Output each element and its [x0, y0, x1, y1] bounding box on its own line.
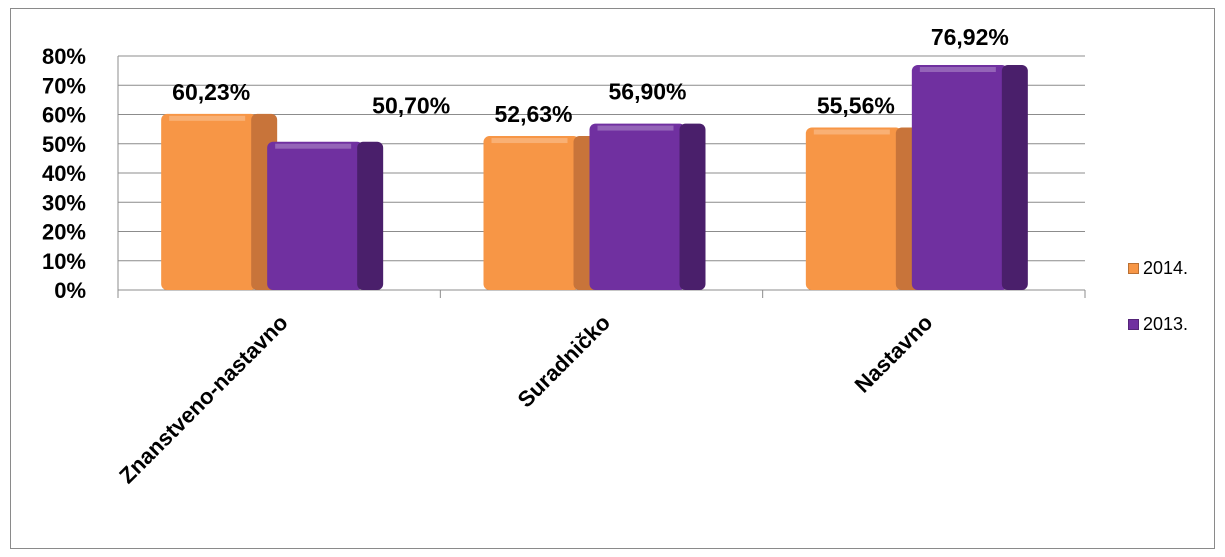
- y-tick-label: 40%: [42, 161, 86, 186]
- y-tick-label: 50%: [42, 132, 86, 157]
- y-tick-label: 20%: [42, 220, 86, 245]
- legend: 2014. 2013.: [1128, 256, 1188, 368]
- data-label: 55,56%: [817, 92, 895, 118]
- y-tick-label: 10%: [42, 249, 86, 274]
- bar-face: [805, 127, 902, 290]
- bar-highlight: [275, 143, 352, 149]
- y-tick-label: 80%: [42, 44, 86, 69]
- bar-face: [267, 141, 364, 290]
- legend-item-2014: 2014.: [1128, 256, 1188, 280]
- data-label: 60,23%: [172, 79, 250, 105]
- y-tick-label: 0%: [54, 278, 86, 303]
- bar-side: [357, 141, 384, 290]
- bar-face: [911, 65, 1008, 290]
- bars: [161, 65, 1028, 291]
- bar-2013: [911, 65, 1028, 290]
- bar-highlight: [597, 125, 674, 131]
- legend-label-2013: 2013.: [1143, 313, 1189, 334]
- bar-highlight: [813, 129, 890, 135]
- bar-side: [1001, 65, 1028, 290]
- bar-side: [679, 123, 706, 290]
- y-tick-label: 60%: [42, 103, 86, 128]
- legend-swatch-2014: [1128, 262, 1139, 274]
- bar-2014: [805, 127, 922, 290]
- bar-2014: [161, 113, 278, 291]
- data-label: 50,70%: [372, 93, 450, 119]
- bar-highlight: [169, 115, 246, 121]
- data-label: 52,63%: [494, 101, 572, 127]
- legend-item-2013: 2013.: [1128, 312, 1188, 336]
- y-axis-ticks: 0% 10% 20% 30% 40% 50% 60% 70% 80%: [42, 44, 86, 303]
- category-labels: Znanstveno-nastavno Suradničko Nastavno: [114, 310, 937, 488]
- bar-face: [161, 113, 258, 291]
- legend-label-2014: 2014.: [1143, 257, 1189, 278]
- bar-highlight: [919, 67, 996, 73]
- data-labels: 60,23% 50,70% 52,63% 56,90% 55,56% 76,92%: [172, 24, 1009, 127]
- y-tick-label: 30%: [42, 190, 86, 215]
- category-label: Znanstveno-nastavno: [114, 310, 292, 488]
- data-label: 76,92%: [931, 24, 1009, 50]
- bar-face: [483, 136, 580, 290]
- data-label: 56,90%: [608, 79, 686, 105]
- bar-face: [589, 123, 686, 290]
- y-tick-label: 70%: [42, 73, 86, 98]
- bar-2013: [267, 141, 384, 290]
- bar-2013: [589, 123, 706, 290]
- category-label: Suradničko: [513, 310, 615, 412]
- legend-swatch-2013: [1128, 318, 1139, 330]
- category-label: Nastavno: [850, 310, 938, 398]
- bar-highlight: [491, 138, 568, 144]
- bar-2014: [483, 136, 600, 290]
